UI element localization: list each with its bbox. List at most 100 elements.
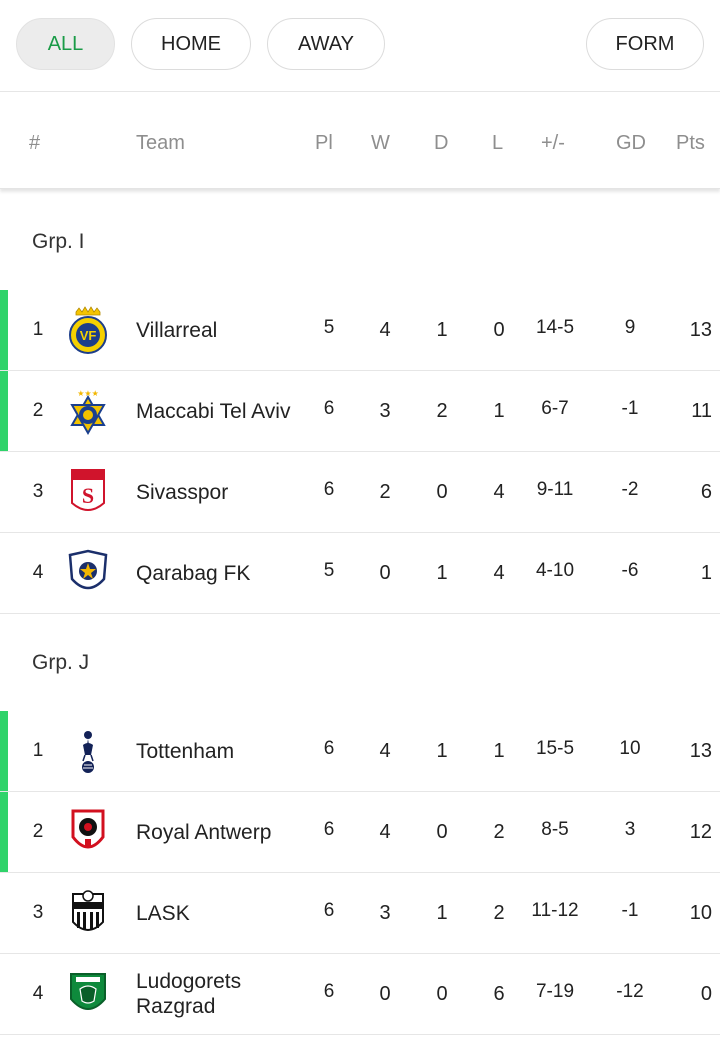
filter-all-button[interactable]: ALL [16, 18, 115, 70]
losses-value: 4 [493, 561, 505, 584]
column-header-pos: # [29, 132, 41, 154]
filter-home-button[interactable]: HOME [131, 18, 251, 70]
points-value: 13 [689, 739, 712, 762]
draws-value: 1 [436, 739, 448, 762]
row-position: 4 [32, 562, 44, 583]
wins-value: 4 [379, 318, 391, 341]
sivasspor-crest-icon: S [66, 452, 110, 532]
goal-difference-value: -12 [616, 981, 644, 1002]
table-row[interactable]: 4 Qarabag FK 5 0 1 4 4-10 -6 1 [0, 533, 720, 614]
team-name[interactable]: LASK [136, 901, 190, 925]
team-name[interactable]: Villarreal [136, 318, 218, 342]
goal-difference-value: 3 [624, 819, 636, 840]
table-row[interactable]: 1 VF Villarreal 5 4 1 0 14-5 9 13 [0, 290, 720, 371]
table-row[interactable]: 2 ★★★ Maccabi Tel Aviv 6 3 2 1 6-7 -1 11 [0, 371, 720, 452]
losses-value: 1 [493, 399, 505, 422]
played-value: 6 [323, 479, 335, 500]
played-value: 6 [323, 398, 335, 419]
goals-value: 8-5 [541, 819, 569, 840]
row-position: 2 [32, 400, 44, 421]
losses-value: 4 [493, 480, 505, 503]
qualification-indicator [0, 792, 8, 872]
team-name[interactable]: Sivasspor [136, 480, 229, 504]
draws-value: 0 [436, 820, 448, 843]
played-value: 5 [323, 560, 335, 581]
wins-value: 4 [379, 820, 391, 843]
wins-value: 4 [379, 739, 391, 762]
filter-bar: ALL HOME AWAY FORM [0, 0, 720, 92]
team-name[interactable]: Maccabi Tel Aviv [136, 399, 291, 423]
wins-value: 0 [379, 982, 391, 1005]
points-value: 10 [689, 901, 712, 924]
row-position: 2 [32, 821, 44, 842]
goal-difference-value: 10 [619, 738, 641, 759]
table-row[interactable]: 2 Royal Antwerp 6 4 0 2 8-5 3 12 [0, 792, 720, 873]
goals-value: 11-12 [531, 900, 579, 921]
column-header-team: Team [136, 132, 185, 154]
losses-value: 6 [493, 982, 505, 1005]
table-row[interactable]: 3 LASK 6 3 1 2 11-12 -1 10 [0, 873, 720, 954]
goals-value: 15-5 [535, 738, 575, 759]
draws-value: 1 [436, 561, 448, 584]
column-header-goal-difference: GD [616, 132, 646, 154]
draws-value: 0 [436, 982, 448, 1005]
row-position: 1 [32, 319, 44, 340]
team-name[interactable]: Ludogorets Razgrad [136, 970, 242, 1018]
goal-difference-value: 9 [624, 317, 636, 338]
points-value: 11 [691, 399, 712, 422]
losses-value: 1 [493, 739, 505, 762]
played-value: 5 [323, 317, 335, 338]
losses-value: 0 [493, 318, 505, 341]
goals-value: 14-5 [535, 317, 575, 338]
team-name[interactable]: Tottenham [136, 739, 235, 763]
svg-text:VF: VF [80, 328, 97, 343]
wins-value: 3 [379, 901, 391, 924]
row-position: 3 [32, 902, 44, 923]
qualification-indicator [0, 711, 8, 791]
table-row[interactable]: 3 S Sivasspor 6 2 0 4 9-11 -2 6 [0, 452, 720, 533]
filter-away-button[interactable]: AWAY [267, 18, 385, 70]
lask-crest-icon [66, 873, 110, 953]
row-position: 4 [32, 983, 44, 1004]
points-value: 0 [700, 982, 712, 1005]
column-header-goals: +/- [541, 132, 565, 154]
goal-difference-value: -2 [621, 479, 639, 500]
group-label: Grp. I [32, 230, 85, 253]
table-row[interactable]: 4 Ludogorets Razgrad 6 0 0 6 7-19 -12 0 [0, 954, 720, 1035]
draws-value: 0 [436, 480, 448, 503]
svg-text:★★★: ★★★ [77, 389, 99, 398]
losses-value: 2 [493, 820, 505, 843]
group-label: Grp. J [32, 651, 90, 674]
column-header-points: Pts [676, 132, 705, 154]
qualification-indicator [0, 371, 8, 451]
goals-value: 6-7 [541, 398, 569, 419]
qualification-indicator [0, 290, 8, 370]
column-header-wins: W [371, 132, 390, 154]
goal-difference-value: -6 [621, 560, 639, 581]
draws-value: 2 [436, 399, 448, 422]
column-header-played: Pl [315, 132, 333, 154]
goal-difference-value: -1 [621, 900, 639, 921]
royal-antwerp-crest-icon [66, 792, 110, 872]
column-header-draws: D [434, 132, 449, 154]
row-position: 3 [32, 481, 44, 502]
wins-value: 2 [379, 480, 391, 503]
points-value: 6 [700, 480, 712, 503]
table-row[interactable]: 1 Tottenham 6 4 1 1 15-5 10 13 [0, 711, 720, 792]
points-value: 13 [689, 318, 712, 341]
team-name[interactable]: Qarabag FK [136, 561, 251, 585]
played-value: 6 [323, 900, 335, 921]
goals-value: 4-10 [535, 560, 575, 581]
svg-text:S: S [82, 483, 94, 508]
goal-difference-value: -1 [621, 398, 639, 419]
qarabag-crest-icon [66, 533, 110, 613]
villarreal-crest-icon: VF [66, 290, 110, 370]
played-value: 6 [323, 738, 335, 759]
goals-value: 9-11 [536, 479, 574, 500]
losses-value: 2 [493, 901, 505, 924]
played-value: 6 [323, 819, 335, 840]
filter-form-button[interactable]: FORM [586, 18, 704, 70]
wins-value: 3 [379, 399, 391, 422]
team-name[interactable]: Royal Antwerp [136, 820, 272, 844]
maccabi-tel-aviv-crest-icon: ★★★ [66, 371, 110, 451]
